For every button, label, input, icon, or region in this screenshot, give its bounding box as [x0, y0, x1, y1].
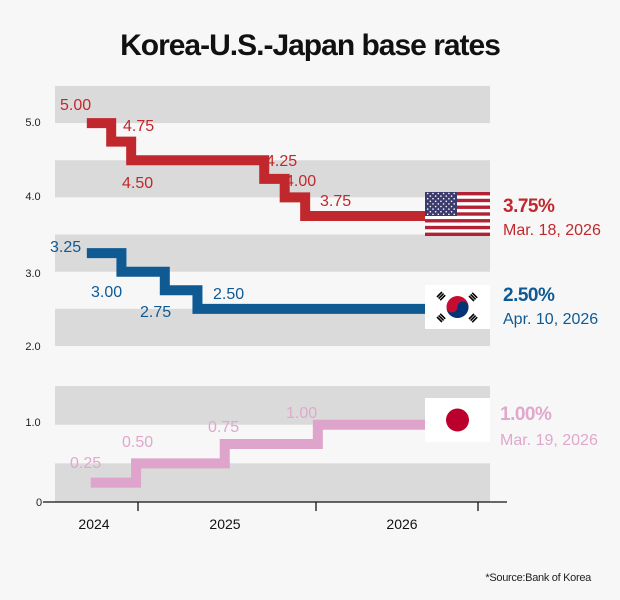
x-tick: 2026 — [386, 516, 417, 532]
korea-current-rate: 2.50% — [503, 285, 555, 306]
y-tick: 3.0 — [25, 268, 40, 280]
us-current-date: Mar. 18, 2026 — [503, 222, 601, 239]
grid-band — [55, 386, 490, 425]
us-current-rate: 3.75% — [503, 196, 555, 217]
us-data-label: 5.00 — [60, 97, 91, 114]
y-axis: 5.0 4.0 3.0 2.0 1.0 0 — [25, 117, 42, 509]
grid-bands — [55, 85, 490, 502]
us-data-label: 3.75 — [320, 193, 351, 210]
x-tick: 2024 — [78, 516, 109, 532]
us-flag-icon — [425, 192, 490, 236]
japan-current-rate: 1.00% — [500, 404, 552, 425]
jp-rate-line — [90, 419, 425, 488]
grid-band — [55, 308, 490, 346]
y-tick: 1.0 — [25, 417, 40, 429]
kr-data-label: 3.25 — [50, 239, 81, 256]
series-lines — [86, 118, 425, 488]
data-labels: 5.00 4.75 4.50 4.25 4.003.75 3.25 3.00 2.75 2.50… — [50, 97, 351, 472]
grid-band — [55, 85, 490, 124]
us-data-label: 4.75 — [123, 118, 154, 135]
chart-title: Korea-U.S.-Japan base rates — [120, 29, 500, 62]
korea-current-date: Apr. 10, 2026 — [503, 311, 598, 328]
us-data-label: 4.25 — [266, 153, 297, 170]
y-tick: 2.0 — [25, 341, 40, 353]
us-rate-line — [86, 118, 425, 221]
japan-flag-icon — [425, 398, 490, 442]
kr-data-label: 3.00 — [91, 284, 122, 301]
jp-data-label: 0.75 — [208, 419, 239, 436]
us-data-label: 4.00 — [285, 173, 316, 190]
jp-data-label: 0.25 — [70, 455, 101, 472]
korea-flag-icon — [425, 285, 490, 329]
x-axis: 2024 2025 2026 — [43, 501, 507, 532]
grid-band — [55, 234, 490, 272]
y-tick: 4.0 — [25, 191, 40, 203]
us-data-label: 4.50 — [122, 175, 153, 192]
kr-data-label: 2.50 — [213, 286, 244, 303]
y-tick: 0 — [36, 497, 42, 509]
kr-data-label: 2.75 — [140, 304, 171, 321]
y-tick: 5.0 — [25, 117, 40, 129]
x-tick: 2025 — [209, 516, 240, 532]
kr-rate-line — [86, 248, 425, 314]
jp-data-label: 1.00 — [286, 405, 317, 422]
source-note: *Source:Bank of Korea — [485, 572, 592, 584]
jp-data-label: 0.50 — [122, 434, 153, 451]
japan-current-date: Mar. 19, 2026 — [500, 432, 598, 449]
